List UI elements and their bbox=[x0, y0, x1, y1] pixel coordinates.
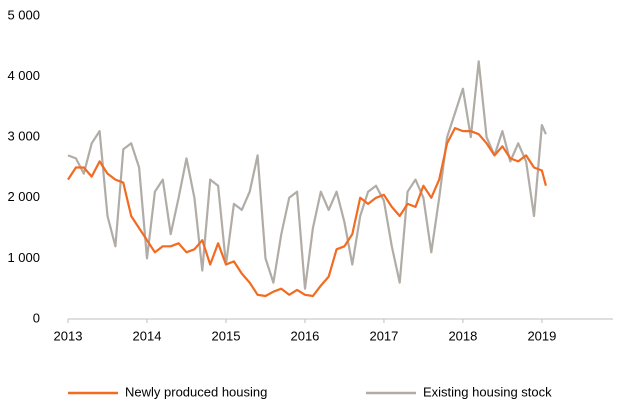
legend-label: Existing housing stock bbox=[423, 384, 552, 399]
series-line bbox=[67, 60, 547, 290]
x-tick-label: 2015 bbox=[212, 328, 241, 343]
y-tick-label: 1 000 bbox=[7, 250, 40, 265]
y-tick-label: 4 000 bbox=[7, 68, 40, 83]
x-tick-label: 2016 bbox=[290, 328, 319, 343]
x-tick-label: 2014 bbox=[133, 328, 162, 343]
y-tick-label: 0 bbox=[33, 310, 40, 325]
series-line bbox=[67, 127, 547, 298]
x-tick-label: 2017 bbox=[369, 328, 398, 343]
y-tick-label: 5 000 bbox=[7, 7, 40, 22]
legend-label: Newly produced housing bbox=[125, 384, 267, 399]
x-tick-label: 2013 bbox=[54, 328, 83, 343]
y-tick-label: 3 000 bbox=[7, 129, 40, 144]
y-tick-label: 2 000 bbox=[7, 189, 40, 204]
x-tick-label: 2019 bbox=[527, 328, 556, 343]
x-tick-label: 2018 bbox=[448, 328, 477, 343]
